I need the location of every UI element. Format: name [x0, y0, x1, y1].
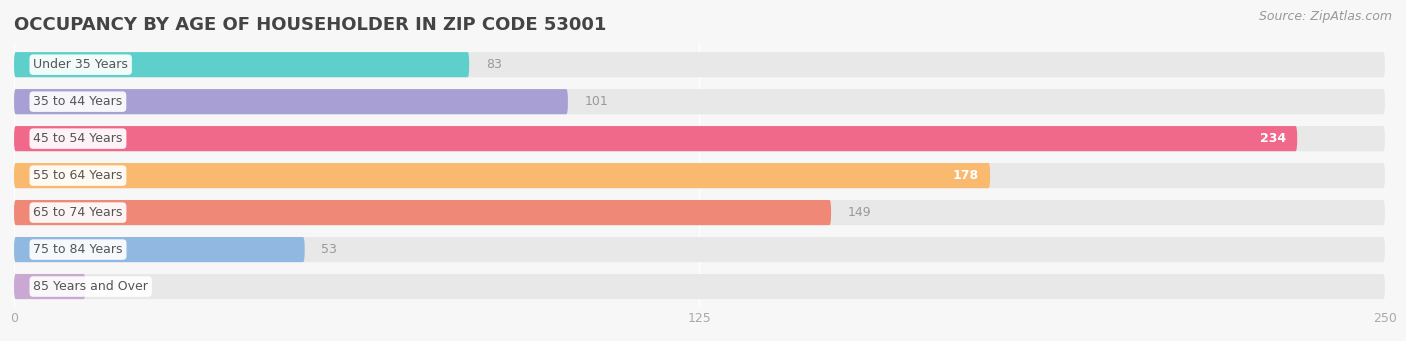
Text: 83: 83: [485, 58, 502, 71]
FancyBboxPatch shape: [14, 52, 1385, 77]
Text: 178: 178: [953, 169, 979, 182]
Text: 55 to 64 Years: 55 to 64 Years: [34, 169, 122, 182]
FancyBboxPatch shape: [14, 89, 568, 114]
FancyBboxPatch shape: [14, 126, 1298, 151]
Text: 75 to 84 Years: 75 to 84 Years: [34, 243, 122, 256]
Text: Source: ZipAtlas.com: Source: ZipAtlas.com: [1258, 10, 1392, 23]
FancyBboxPatch shape: [14, 274, 86, 299]
FancyBboxPatch shape: [14, 126, 1385, 151]
Text: 149: 149: [848, 206, 872, 219]
FancyBboxPatch shape: [14, 237, 305, 262]
FancyBboxPatch shape: [14, 89, 1385, 114]
FancyBboxPatch shape: [14, 274, 1385, 299]
FancyBboxPatch shape: [14, 52, 470, 77]
FancyBboxPatch shape: [14, 237, 1385, 262]
FancyBboxPatch shape: [14, 163, 1385, 188]
FancyBboxPatch shape: [14, 200, 1385, 225]
Text: Under 35 Years: Under 35 Years: [34, 58, 128, 71]
Text: 13: 13: [101, 280, 118, 293]
Text: 101: 101: [585, 95, 607, 108]
Text: 65 to 74 Years: 65 to 74 Years: [34, 206, 122, 219]
Text: 85 Years and Over: 85 Years and Over: [34, 280, 148, 293]
Text: 234: 234: [1260, 132, 1286, 145]
Text: 53: 53: [321, 243, 337, 256]
Text: 35 to 44 Years: 35 to 44 Years: [34, 95, 122, 108]
FancyBboxPatch shape: [14, 163, 990, 188]
Text: 45 to 54 Years: 45 to 54 Years: [34, 132, 122, 145]
Text: OCCUPANCY BY AGE OF HOUSEHOLDER IN ZIP CODE 53001: OCCUPANCY BY AGE OF HOUSEHOLDER IN ZIP C…: [14, 16, 606, 34]
FancyBboxPatch shape: [14, 200, 831, 225]
